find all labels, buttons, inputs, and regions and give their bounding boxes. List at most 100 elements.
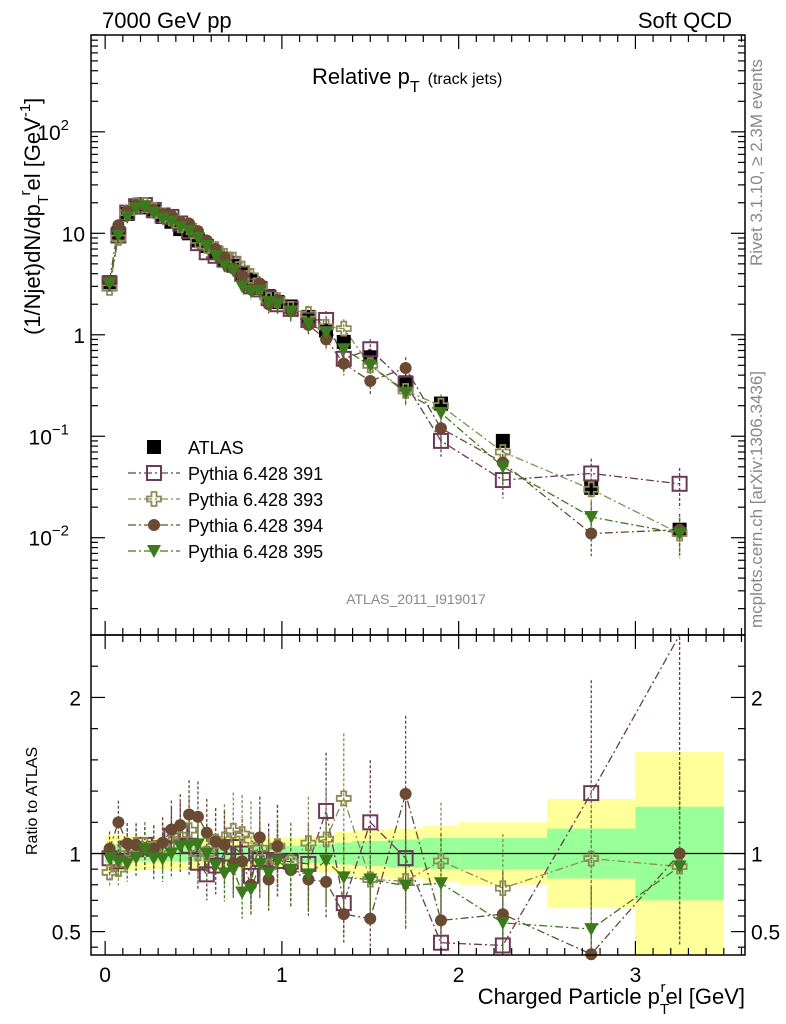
ratio-point	[362, 814, 379, 831]
y-tick-label: 10−1	[29, 421, 69, 449]
data-point	[137, 200, 152, 214]
ratio-point	[494, 880, 511, 897]
ratio-point	[672, 860, 687, 874]
legend-label: Pythia 6.428 391	[188, 464, 323, 484]
ratio-y-axis-label: Ratio to ATLAS	[24, 747, 41, 855]
ratio-point	[335, 790, 352, 807]
ratio-point	[103, 842, 116, 855]
ratio-point	[494, 937, 511, 954]
data-point	[319, 326, 334, 340]
rivet-label: Rivet 3.1.10, ≥ 2.3M events	[747, 59, 766, 266]
ratio-point	[156, 836, 169, 849]
ratio-point	[583, 850, 600, 867]
ratio-point	[190, 838, 205, 852]
ratio-point	[433, 877, 448, 891]
ratio-point	[226, 863, 241, 877]
ratio-point	[397, 850, 414, 867]
ratio-point	[121, 837, 134, 850]
analysis-id: ATLAS_2011_I919017	[346, 591, 486, 607]
data-point	[129, 202, 144, 216]
axes: 102 10 1 10−1 10−2 2 2 1 1 0.5 0.5 0 1 2 3	[29, 34, 780, 987]
data-markers	[101, 197, 688, 961]
x-axis-label: Charged Particle pTrel [GeV]	[478, 979, 745, 1018]
ratio-point	[319, 854, 334, 868]
ratio-point	[200, 826, 213, 839]
data-point	[434, 422, 447, 435]
x-axis-label-rest: el [GeV]	[666, 984, 745, 1009]
data-point	[671, 475, 688, 492]
data-point	[672, 527, 687, 541]
ratio-point	[363, 873, 378, 887]
ratio-point	[270, 854, 285, 868]
y-tick-label: 10	[62, 223, 85, 246]
data-point	[199, 239, 214, 253]
data-point	[111, 229, 126, 243]
data-point	[102, 277, 117, 291]
x-tick-label: 3	[630, 964, 642, 987]
data-point	[164, 215, 179, 229]
ratio-y-tick-label-left: 0.5	[52, 922, 81, 945]
ratio-y-tick-label-left: 1	[69, 844, 81, 867]
ratio-point	[399, 787, 412, 800]
ratio-frame	[90, 634, 746, 956]
ratio-y-tick-label-right: 0.5	[751, 922, 780, 945]
data-point	[146, 206, 161, 220]
data-point	[235, 280, 250, 294]
chart-title-main: Relative p	[312, 64, 410, 89]
y-tick-label: 10−2	[29, 523, 69, 551]
ratio-point	[198, 866, 215, 883]
data-point	[112, 219, 125, 232]
ratio-point	[336, 871, 351, 885]
legend-label: Pythia 6.428 393	[188, 490, 323, 510]
ratio-point	[261, 867, 276, 881]
ratio-point	[398, 879, 413, 893]
ratio-point	[164, 847, 179, 861]
data-point	[336, 343, 351, 357]
x-tick-label: 1	[276, 964, 288, 987]
data-point	[236, 269, 249, 282]
data-point	[155, 212, 170, 226]
x-tick-label: 2	[453, 964, 465, 987]
ratio-y-tick-label-left: 2	[69, 687, 81, 710]
ratio-point	[434, 914, 447, 927]
data-point	[584, 511, 599, 525]
data-point	[270, 298, 285, 312]
ratio-point	[283, 863, 298, 877]
chart-title-suffix: (track jets)	[428, 71, 503, 88]
data-point	[362, 341, 379, 358]
legend-marker	[146, 491, 162, 507]
series-line-ratio	[108, 791, 681, 956]
data-point	[217, 259, 232, 273]
legend-label: Pythia 6.428 395	[188, 542, 323, 562]
ratio-point	[318, 802, 335, 819]
ratio-point	[301, 868, 316, 882]
ratio-point	[120, 857, 135, 871]
ratio-point	[364, 912, 377, 925]
mcplots-label: mcplots.cern.ch [arXiv:1306.3436]	[747, 371, 766, 628]
ratio-point	[673, 847, 686, 860]
legend-marker	[147, 440, 161, 454]
x-axis-label-sup: r	[661, 979, 666, 996]
data-point	[120, 210, 135, 224]
ratio-point	[585, 948, 598, 961]
ratio-point	[318, 831, 334, 848]
ratio-point	[495, 916, 510, 930]
data-point	[208, 249, 223, 263]
ratio-point	[320, 875, 333, 888]
data-point	[398, 375, 413, 390]
ratio-point	[208, 859, 223, 873]
ratio-point	[218, 839, 231, 852]
legend-label: ATLAS	[188, 438, 244, 458]
data-point	[398, 386, 413, 400]
ratio-point	[583, 785, 600, 802]
data-point	[433, 406, 448, 420]
legend-marker	[148, 519, 160, 531]
ratio-y-tick-label-right: 2	[751, 687, 763, 710]
y-tick-label: 102	[37, 117, 69, 145]
data-point	[335, 320, 352, 337]
data-point	[243, 285, 258, 299]
chart-title: Relative pT (track jets)	[312, 64, 502, 96]
ratio-point	[189, 854, 206, 871]
ratio-point	[182, 839, 197, 853]
legend-label: Pythia 6.428 394	[188, 516, 323, 536]
